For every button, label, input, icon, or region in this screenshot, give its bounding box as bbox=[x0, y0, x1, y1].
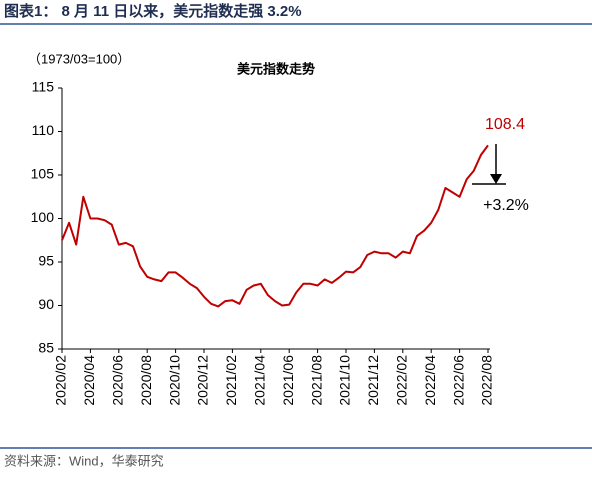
x-tick-label: 2021/06 bbox=[280, 355, 296, 406]
x-tick-label: 2020/02 bbox=[53, 355, 69, 406]
y-tick-label: 105 bbox=[31, 166, 55, 182]
annotation-last: 108.4 bbox=[485, 116, 525, 133]
chart-title: 美元指数走势 bbox=[237, 61, 315, 76]
x-tick-label: 2022/04 bbox=[422, 355, 438, 406]
chart-subtitle: （1973/03=100） bbox=[28, 51, 130, 66]
x-tick-label: 2022/06 bbox=[450, 355, 466, 406]
source: 资料来源：Wind，华泰研究 bbox=[4, 453, 164, 468]
y-tick-label: 115 bbox=[32, 79, 55, 95]
x-tick-label: 2020/12 bbox=[195, 355, 211, 406]
annotation-change: +3.2% bbox=[483, 197, 529, 214]
x-tick-label: 2020/10 bbox=[166, 355, 182, 406]
arrow-head bbox=[490, 174, 502, 184]
y-tick-label: 90 bbox=[38, 296, 54, 312]
x-tick-label: 2022/02 bbox=[394, 355, 410, 406]
x-tick-label: 2021/02 bbox=[223, 355, 239, 406]
y-tick-label: 85 bbox=[38, 340, 54, 356]
header-title: 图表1： 8 月 11 日以来，美元指数走强 3.2% bbox=[4, 2, 302, 20]
x-tick-label: 2021/08 bbox=[308, 355, 324, 406]
series-line bbox=[61, 144, 489, 308]
x-tick-label: 2022/08 bbox=[479, 355, 495, 406]
x-tick-label: 2020/06 bbox=[110, 355, 126, 406]
x-tick-label: 2021/10 bbox=[337, 355, 353, 406]
y-tick-label: 100 bbox=[31, 209, 55, 225]
x-tick-label: 2020/04 bbox=[81, 355, 97, 406]
y-tick-label: 110 bbox=[32, 122, 55, 138]
x-tick-label: 2021/04 bbox=[252, 355, 268, 406]
y-tick-label: 95 bbox=[38, 253, 54, 269]
x-tick-label: 2021/12 bbox=[365, 355, 381, 406]
x-tick-label: 2020/08 bbox=[138, 355, 154, 406]
